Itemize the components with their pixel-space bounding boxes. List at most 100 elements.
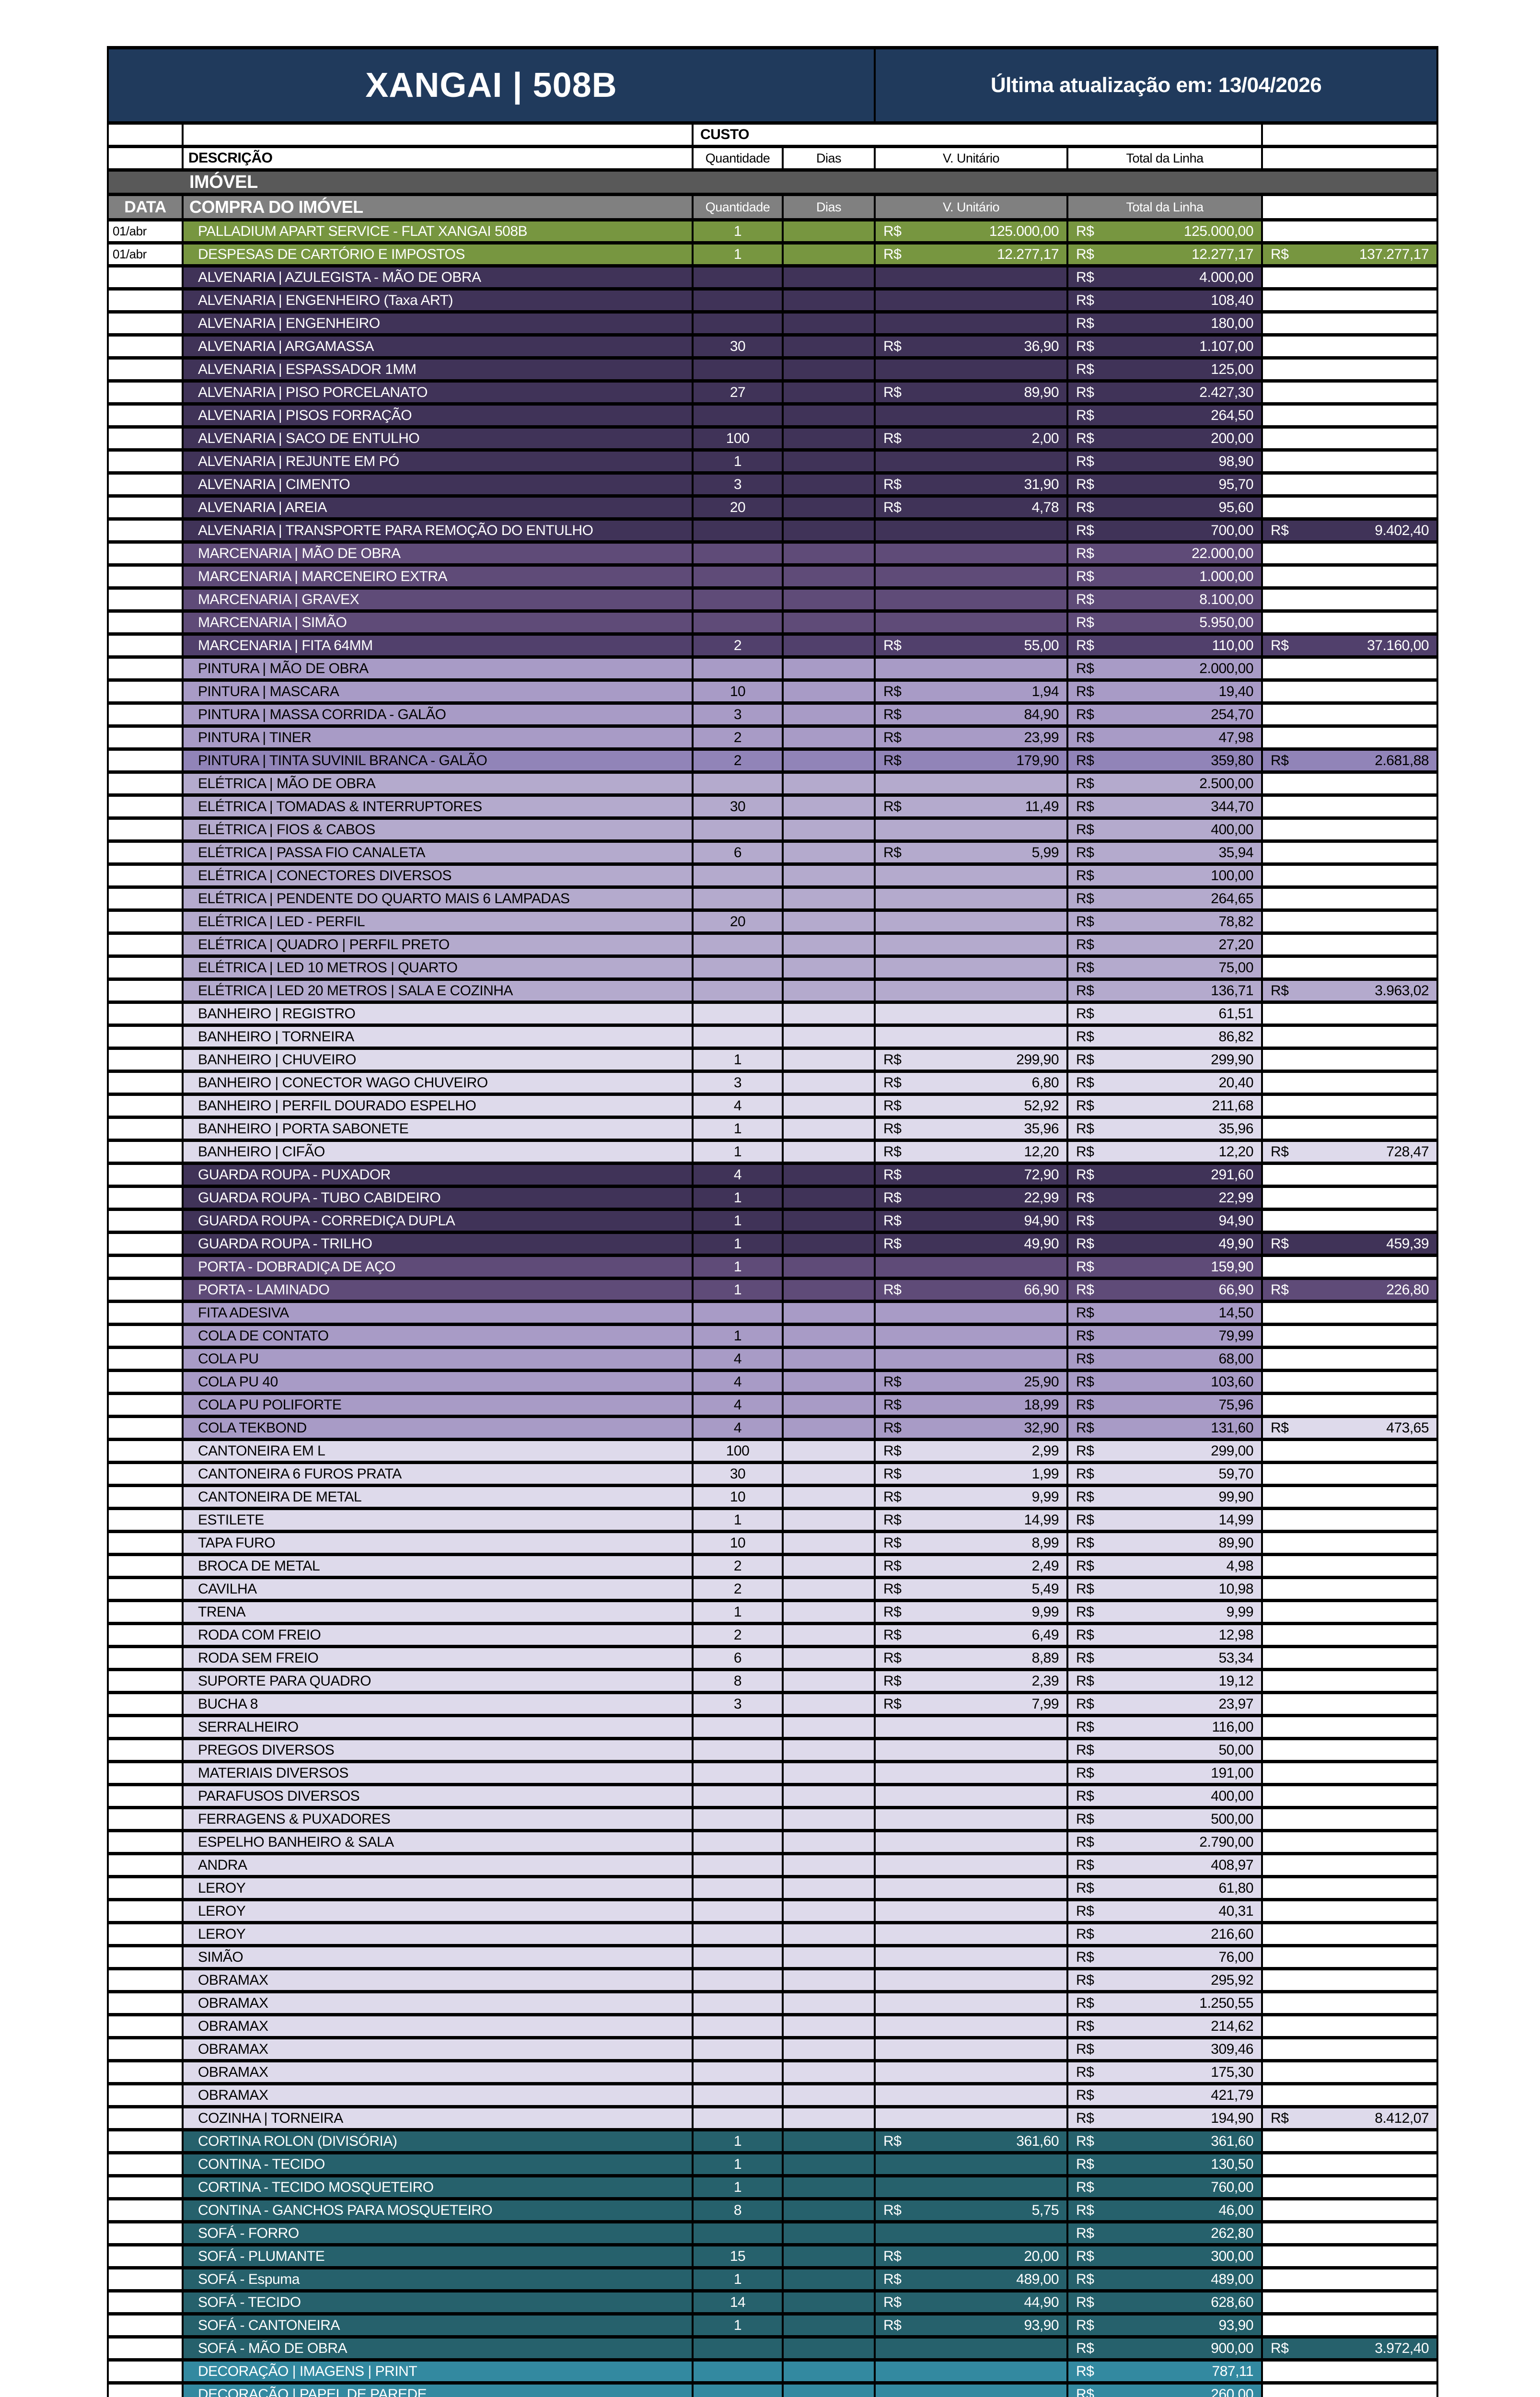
amount: 19,40 — [1218, 683, 1254, 699]
unit-price-cell — [874, 264, 1069, 291]
date-cell — [107, 1944, 184, 1970]
table-row: CORTINA ROLON (DIVISÓRIA) 1 R$ 361,60 R$ 3… — [107, 2128, 1439, 2154]
money-value: R$ 5,75 — [877, 2202, 1065, 2219]
unit-price-cell: R$ 20,00 — [874, 2243, 1069, 2269]
money-value: R$ 9.402,40 — [1264, 523, 1436, 539]
group-total-cell — [1261, 1001, 1439, 1027]
group-total-cell — [1261, 379, 1439, 406]
quantity-cell — [692, 1783, 784, 1809]
currency-symbol: R$ — [883, 1535, 902, 1551]
group-total-cell — [1261, 1162, 1439, 1188]
unit-price-cell: R$ 89,90 — [874, 379, 1069, 406]
money-value: R$ 86,82 — [1069, 1029, 1260, 1045]
line-total-cell: R$ 78,82 — [1066, 908, 1263, 935]
money-value: R$ 125.000,00 — [1069, 223, 1260, 240]
money-value: R$ 76,00 — [1069, 1949, 1260, 1966]
currency-symbol: R$ — [883, 1074, 902, 1091]
currency-symbol: R$ — [1076, 959, 1094, 976]
line-total-cell: R$ 760,00 — [1066, 2174, 1263, 2200]
currency-symbol: R$ — [883, 1281, 902, 1298]
amount: 18,99 — [1024, 1396, 1059, 1413]
sheet-header-row: XANGAI | 508B Última atualização em: 13/… — [106, 46, 1439, 125]
money-value: R$ 254,70 — [1069, 707, 1260, 723]
line-total-cell: R$ 175,30 — [1066, 2059, 1263, 2085]
money-value: R$ 6,49 — [877, 1627, 1065, 1643]
quantity-cell: 27 — [692, 379, 784, 406]
date-cell — [107, 1369, 184, 1395]
amount: 291,60 — [1211, 1166, 1254, 1183]
days-cell — [781, 1392, 876, 1418]
quantity-cell — [692, 1990, 784, 2016]
quantity-cell — [692, 287, 784, 314]
days-cell — [781, 1783, 876, 1809]
amount: 8,99 — [1031, 1535, 1059, 1551]
unit-price-cell: R$ 4,78 — [874, 494, 1069, 521]
unit-price-cell: R$ 8,89 — [874, 1645, 1069, 1671]
money-value: R$ 19,12 — [1069, 1673, 1260, 1689]
days-cell — [781, 793, 876, 820]
days-cell — [781, 655, 876, 682]
amount: 76,00 — [1218, 1949, 1254, 1965]
currency-symbol: R$ — [1076, 1972, 1094, 1988]
currency-symbol: R$ — [883, 1696, 902, 1712]
currency-symbol: R$ — [1076, 2133, 1094, 2149]
money-value: R$ 75,00 — [1069, 959, 1260, 976]
group-total-cell: R$ 37.160,00 — [1261, 632, 1439, 659]
money-value: R$ 12,20 — [877, 1144, 1065, 1160]
line-total-cell: R$ 200,00 — [1066, 425, 1263, 452]
money-value: R$ 361,60 — [1069, 2133, 1260, 2150]
line-total-cell: R$ 2.500,00 — [1066, 770, 1263, 797]
amount: 14,99 — [1024, 1512, 1059, 1528]
table-row: TAPA FURO 10 R$ 8,99 R$ 89,90 — [107, 1530, 1439, 1556]
date-cell: 01/abr — [107, 241, 184, 268]
currency-symbol: R$ — [1076, 1489, 1094, 1505]
quantity-cell — [692, 2358, 784, 2385]
description-cell: PINTURA | MASCARA — [182, 678, 694, 705]
group-total-cell: R$ 8.412,07 — [1261, 2105, 1439, 2131]
money-value: R$ 35,94 — [1069, 845, 1260, 861]
currency-symbol: R$ — [1076, 591, 1094, 607]
line-total-cell: R$ 22,99 — [1066, 1185, 1263, 1211]
table-row: COLA PU 4 R$ 68,00 — [107, 1346, 1439, 1372]
quantity-cell: 1 — [692, 1231, 784, 1257]
table-row: ELÉTRICA | LED - PERFIL 20 R$ 78,82 — [107, 908, 1439, 935]
table-row: ALVENARIA | ESPASSADOR 1MM R$ 125,00 — [107, 356, 1439, 383]
quantity-cell: 1 — [692, 2151, 784, 2177]
date-cell — [107, 2335, 184, 2362]
line-total-cell: R$ 95,70 — [1066, 471, 1263, 498]
line-total-cell: R$ 130,50 — [1066, 2151, 1263, 2177]
group-total-cell — [1261, 1116, 1439, 1142]
days-cell — [781, 954, 876, 981]
description-cell: DESPESAS DE CARTÓRIO E IMPOSTOS — [182, 241, 694, 268]
currency-symbol: R$ — [1076, 522, 1094, 538]
currency-symbol: R$ — [1076, 1696, 1094, 1712]
description-cell: ELÉTRICA | LED 20 METROS | SALA E COZINH… — [182, 977, 694, 1004]
currency-symbol: R$ — [1076, 1166, 1094, 1183]
currency-symbol: R$ — [1076, 1281, 1094, 1298]
group-total-cell — [1261, 1530, 1439, 1556]
money-value: R$ 36,90 — [877, 338, 1065, 355]
days-cell — [781, 540, 876, 567]
table-row: ALVENARIA | AZULEGISTA - MÃO DE OBRA R$ 4… — [107, 264, 1439, 291]
date-cell — [107, 586, 184, 613]
group-total-cell — [1261, 885, 1439, 912]
currency-symbol: R$ — [883, 384, 902, 400]
custo-row: CUSTO — [107, 121, 1439, 148]
money-value: R$ 14,99 — [1069, 1512, 1260, 1528]
days-cell — [781, 1162, 876, 1188]
currency-symbol: R$ — [883, 476, 902, 492]
date-cell — [107, 2197, 184, 2223]
quantity-cell: 10 — [692, 1530, 784, 1556]
line-total-cell: R$ 46,00 — [1066, 2197, 1263, 2223]
empty-cell — [1261, 193, 1439, 221]
unit-price-cell — [874, 1300, 1069, 1326]
table-row: ELÉTRICA | PENDENTE DO QUARTO MAIS 6 LAM… — [107, 885, 1439, 912]
table-row: SOFÁ - TECIDO 14 R$ 44,90 R$ 628,60 — [107, 2289, 1439, 2316]
days-cell — [781, 1921, 876, 1947]
days-cell — [781, 402, 876, 429]
money-value: R$ 295,92 — [1069, 1972, 1260, 1989]
date-cell — [107, 2105, 184, 2131]
table-row: RODA SEM FREIO 6 R$ 8,89 R$ 53,34 — [107, 1645, 1439, 1671]
currency-symbol: R$ — [1271, 1143, 1289, 1160]
amount: 47,98 — [1218, 729, 1254, 745]
